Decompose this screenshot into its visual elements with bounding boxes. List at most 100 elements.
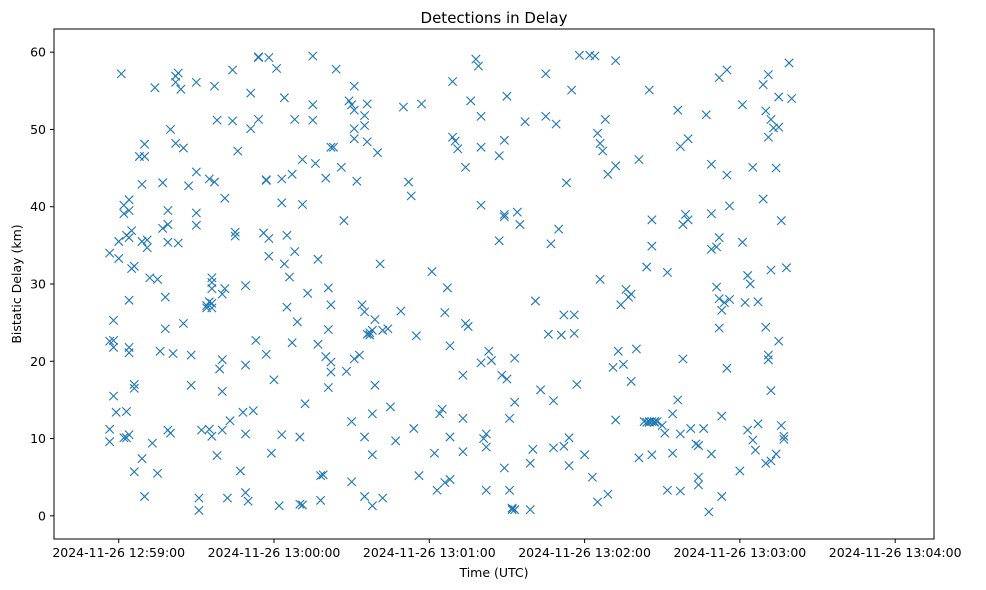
- data-point-marker: [297, 155, 308, 165]
- data-point-marker: [753, 419, 763, 429]
- data-point-marker: [186, 350, 196, 360]
- x-tick-label: 2024-11-26 13:00:00: [208, 545, 341, 560]
- data-point-marker: [453, 144, 463, 154]
- data-point-marker: [137, 454, 147, 464]
- data-point-marker: [743, 425, 753, 435]
- data-point-marker: [429, 448, 440, 458]
- data-point-marker: [510, 397, 520, 407]
- data-point-marker: [473, 61, 484, 71]
- data-point-marker: [222, 493, 233, 503]
- data-point-marker: [264, 53, 274, 63]
- data-point-marker: [212, 115, 222, 125]
- data-point-marker: [611, 56, 621, 66]
- data-point-marker: [359, 110, 370, 121]
- data-point-marker: [105, 336, 115, 346]
- data-point-marker: [370, 380, 380, 390]
- data-point-marker: [613, 346, 623, 356]
- data-point-marker: [344, 96, 354, 106]
- data-point-marker: [279, 93, 289, 103]
- data-point-marker: [693, 480, 704, 490]
- data-point-marker: [761, 106, 771, 116]
- data-point-marker: [207, 303, 217, 313]
- data-point-marker: [673, 105, 683, 115]
- data-point-marker: [315, 471, 326, 481]
- data-point-marker: [437, 404, 447, 414]
- data-point-marker: [279, 259, 289, 269]
- data-point-marker: [706, 449, 717, 459]
- data-point-marker: [359, 491, 370, 502]
- data-point-marker: [416, 99, 427, 109]
- data-point-marker: [660, 428, 670, 438]
- data-point-marker: [147, 438, 157, 448]
- data-point-marker: [290, 246, 300, 257]
- data-point-marker: [445, 341, 455, 351]
- data-point-marker: [440, 308, 450, 318]
- data-point-marker: [761, 322, 771, 332]
- data-point-marker: [458, 447, 468, 457]
- data-point-marker: [711, 282, 722, 292]
- data-point-marker: [603, 489, 613, 499]
- data-point-marker: [274, 501, 284, 511]
- data-point-marker: [114, 236, 124, 247]
- data-point-marker: [678, 354, 688, 364]
- data-point-marker: [362, 99, 372, 109]
- data-point-marker: [277, 198, 287, 208]
- data-point-marker: [520, 117, 530, 127]
- data-point-marker: [375, 259, 385, 269]
- data-point-marker: [297, 500, 308, 510]
- data-point-marker: [779, 431, 789, 441]
- data-point-marker: [264, 251, 274, 261]
- data-point-marker: [152, 274, 163, 284]
- data-point-marker: [246, 88, 256, 98]
- data-point-marker: [308, 51, 318, 61]
- data-point-marker: [722, 170, 732, 180]
- data-point-marker: [561, 178, 572, 188]
- data-point-marker: [308, 100, 318, 110]
- data-point-marker: [603, 169, 613, 179]
- data-point-marker: [592, 497, 603, 507]
- data-point-marker: [323, 325, 333, 335]
- data-point-marker: [365, 330, 375, 340]
- data-point-marker: [616, 300, 626, 310]
- data-point-marker: [745, 279, 755, 289]
- data-point-marker: [300, 399, 310, 409]
- data-point-marker: [499, 135, 509, 145]
- data-point-marker: [357, 300, 367, 310]
- data-point-marker: [476, 358, 486, 368]
- data-point-marker: [504, 485, 515, 495]
- data-point-marker: [647, 450, 657, 460]
- data-point-marker: [336, 162, 346, 172]
- data-point-marker: [724, 294, 735, 305]
- data-point-marker: [165, 428, 176, 438]
- data-point-marker: [269, 375, 279, 385]
- data-point-marker: [647, 215, 657, 225]
- data-point-marker: [499, 463, 509, 473]
- data-point-marker: [567, 85, 577, 95]
- data-point-marker: [168, 348, 178, 359]
- data-point-marker: [447, 132, 458, 142]
- data-point-marker: [108, 391, 119, 401]
- data-point-marker: [359, 432, 370, 442]
- data-point-marker: [119, 209, 129, 219]
- data-point-marker: [535, 385, 546, 395]
- data-point-marker: [761, 458, 771, 468]
- data-point-marker: [323, 283, 333, 293]
- data-point-marker: [326, 357, 336, 367]
- data-point-marker: [706, 159, 717, 169]
- data-point-marker: [530, 296, 541, 306]
- data-point-marker: [349, 354, 359, 364]
- data-point-marker: [194, 493, 204, 503]
- data-point-marker: [559, 441, 569, 451]
- data-point-marker: [717, 305, 727, 315]
- data-point-marker: [129, 261, 139, 271]
- data-point-marker: [183, 181, 194, 191]
- data-point-marker: [763, 132, 773, 142]
- data-point-marker: [766, 114, 776, 124]
- data-point-marker: [774, 122, 784, 132]
- data-point-marker: [383, 324, 393, 334]
- data-point-marker: [667, 448, 678, 458]
- data-point-marker: [378, 493, 388, 503]
- data-point-marker: [347, 477, 357, 487]
